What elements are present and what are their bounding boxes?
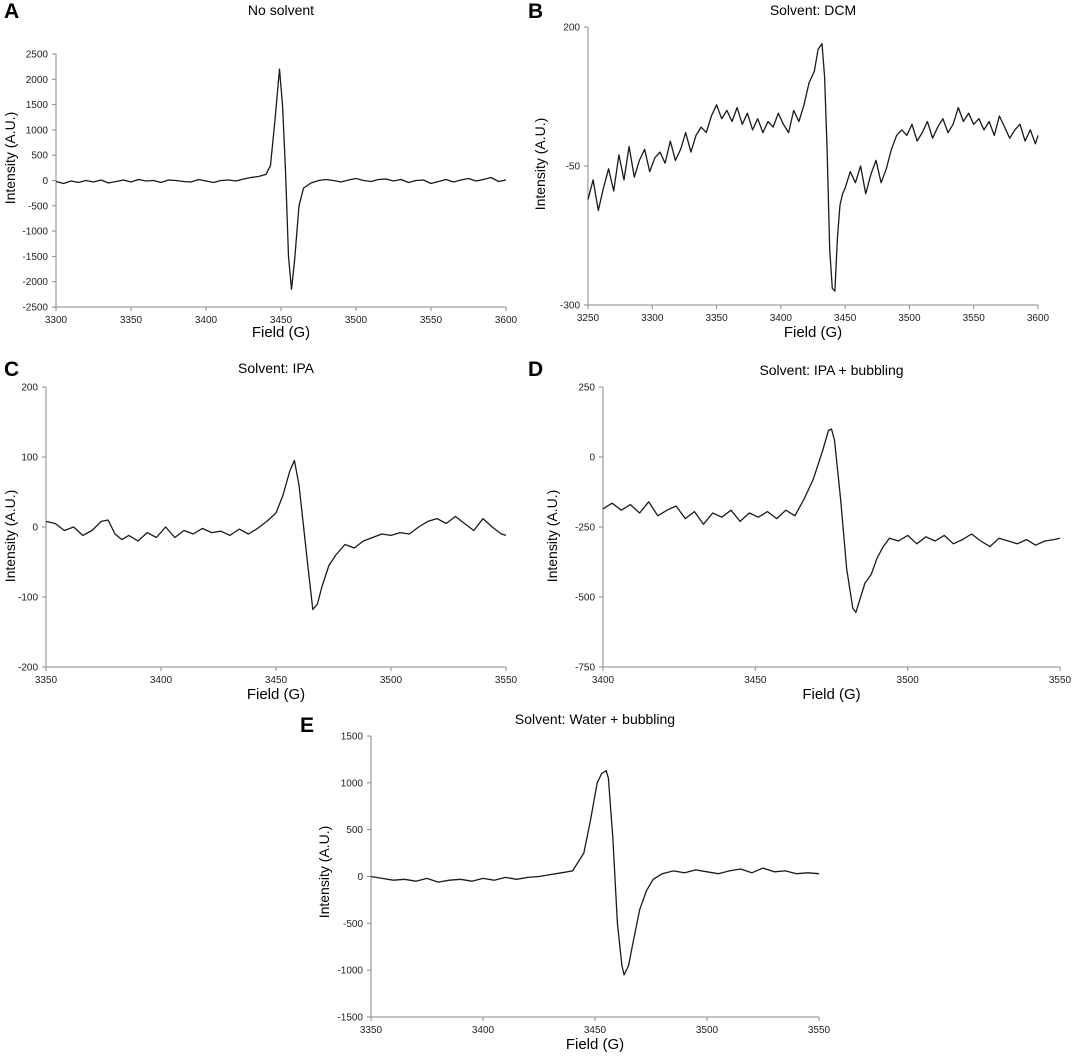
y-tick-label: 250: [578, 383, 595, 394]
panel-letter: D: [528, 358, 544, 381]
y-tick-label: 200: [563, 23, 580, 34]
chart-svg: -300 -50 200 3250 3300 3350 3400 3450 3500 3550 36…: [560, 23, 1050, 325]
x-tick-label: 3400: [150, 675, 173, 686]
x-tick-label: 3450: [834, 313, 857, 324]
chart-title: Solvent: Water + bubbling: [514, 711, 676, 727]
panel-letter: C: [4, 358, 20, 381]
x-tick-label: 3550: [1049, 675, 1072, 686]
x-axis-label: Field (G): [246, 686, 306, 703]
y-tick-label: 1500: [26, 100, 49, 111]
x-tick-label: 3450: [744, 675, 767, 686]
x-tick-label: 3500: [380, 675, 403, 686]
y-tick-label: 1000: [26, 125, 49, 136]
x-tick-label: 3450: [584, 1025, 607, 1036]
x-tick-label: 3500: [345, 315, 368, 326]
x-tick-label: 3600: [1027, 313, 1050, 324]
chart-title: Solvent: IPA + bubbling: [759, 362, 904, 378]
series-line: [45, 459, 507, 611]
x-tick-label: 3350: [120, 315, 143, 326]
y-tick-label: -2500: [22, 303, 48, 314]
panel-letter: A: [4, 0, 20, 23]
y-tick-label: -1000: [337, 966, 363, 977]
y-tick-label: -750: [575, 663, 595, 674]
x-tick-label: 3300: [45, 315, 68, 326]
x-axis-label: Field (G): [802, 686, 861, 703]
y-tick-label: -300: [560, 301, 580, 312]
y-tick-label: -100: [18, 593, 38, 604]
y-tick-label: -200: [18, 663, 38, 674]
chart-title: Solvent: IPA: [237, 360, 314, 376]
chart-title: Solvent: DCM: [769, 2, 857, 18]
y-tick-label: -1000: [22, 227, 48, 238]
x-tick-label: 3450: [265, 675, 288, 686]
chart-svg: -1500 -1000 -500 0 500 1000 1500 3350 3400 3450 35…: [337, 732, 831, 1037]
series-line: [602, 428, 1061, 614]
x-axis-label: Field (G): [565, 1036, 625, 1053]
x-tick-label: 3600: [495, 315, 518, 326]
series-line: [587, 43, 1039, 292]
y-tick-label: 1000: [341, 778, 364, 789]
x-tick-label: 3500: [898, 313, 921, 324]
series-line: [370, 770, 820, 976]
y-tick-label: -1500: [22, 252, 48, 263]
x-tick-label: 3550: [963, 313, 986, 324]
y-tick-label: -500: [575, 593, 595, 604]
chart-title: No solvent: [247, 2, 315, 18]
chart-panel-b: B Solvent: DCM Intensity (A.U.) Field (G…: [528, 0, 1072, 350]
y-tick-label: 2000: [26, 75, 49, 86]
y-tick-label: 0: [32, 523, 38, 534]
x-tick-label: 3550: [420, 315, 443, 326]
chart-panel-d: D Solvent: IPA + bubbling Intensity (A.U…: [528, 356, 1072, 706]
chart-svg: -2500 -2000 -1500 -1000 -500 0 500 1000 1500 2000…: [22, 50, 518, 327]
y-tick-label: 0: [42, 176, 48, 187]
y-tick-label: -50: [566, 162, 581, 173]
x-tick-label: 3450: [270, 315, 293, 326]
x-tick-label: 3350: [705, 313, 728, 324]
chart-panel-e: E Solvent: Water + bubbling Intensity (A…: [300, 706, 836, 1056]
y-tick-label: 0: [589, 453, 595, 464]
y-tick-label: -1500: [337, 1013, 363, 1024]
chart-svg: -200 -100 0 100 200 3350 3400 3450 3500 3550: [18, 383, 518, 687]
x-tick-label: 3400: [472, 1025, 495, 1036]
x-tick-label: 3400: [195, 315, 218, 326]
y-tick-label: 200: [21, 383, 38, 394]
chart-svg: -750 -500 -250 0 250 3400 3450 3500 3550: [575, 383, 1072, 687]
chart-panel-c: C Solvent: IPA Intensity (A.U.) Field (G…: [0, 356, 536, 706]
x-tick-label: 3350: [360, 1025, 383, 1036]
x-axis-label: Field (G): [783, 324, 843, 341]
x-tick-label: 3500: [897, 675, 920, 686]
x-tick-label: 3550: [495, 675, 518, 686]
x-tick-label: 3500: [696, 1025, 719, 1036]
x-axis-label: Field (G): [251, 324, 311, 341]
y-tick-label: -500: [343, 919, 363, 930]
y-tick-label: 500: [346, 825, 363, 836]
chart-panel-a: A No solvent Intensity (A.U.) Field (G) …: [0, 0, 536, 350]
x-tick-label: 3350: [35, 675, 58, 686]
y-tick-label: -2000: [22, 277, 48, 288]
y-tick-label: -250: [575, 523, 595, 534]
x-tick-label: 3400: [592, 675, 615, 686]
y-tick-label: 100: [21, 453, 38, 464]
y-tick-label: 500: [31, 151, 48, 162]
y-tick-label: 1500: [341, 732, 364, 743]
y-tick-label: 0: [357, 872, 363, 883]
panel-letter: E: [300, 714, 315, 737]
x-tick-label: 3400: [770, 313, 793, 324]
y-tick-label: 2500: [26, 50, 49, 61]
y-tick-label: -500: [28, 201, 48, 212]
series-line: [55, 68, 507, 290]
x-tick-label: 3300: [641, 313, 664, 324]
x-tick-label: 3550: [808, 1025, 831, 1036]
panel-letter: B: [528, 0, 544, 23]
x-tick-label: 3250: [577, 313, 600, 324]
